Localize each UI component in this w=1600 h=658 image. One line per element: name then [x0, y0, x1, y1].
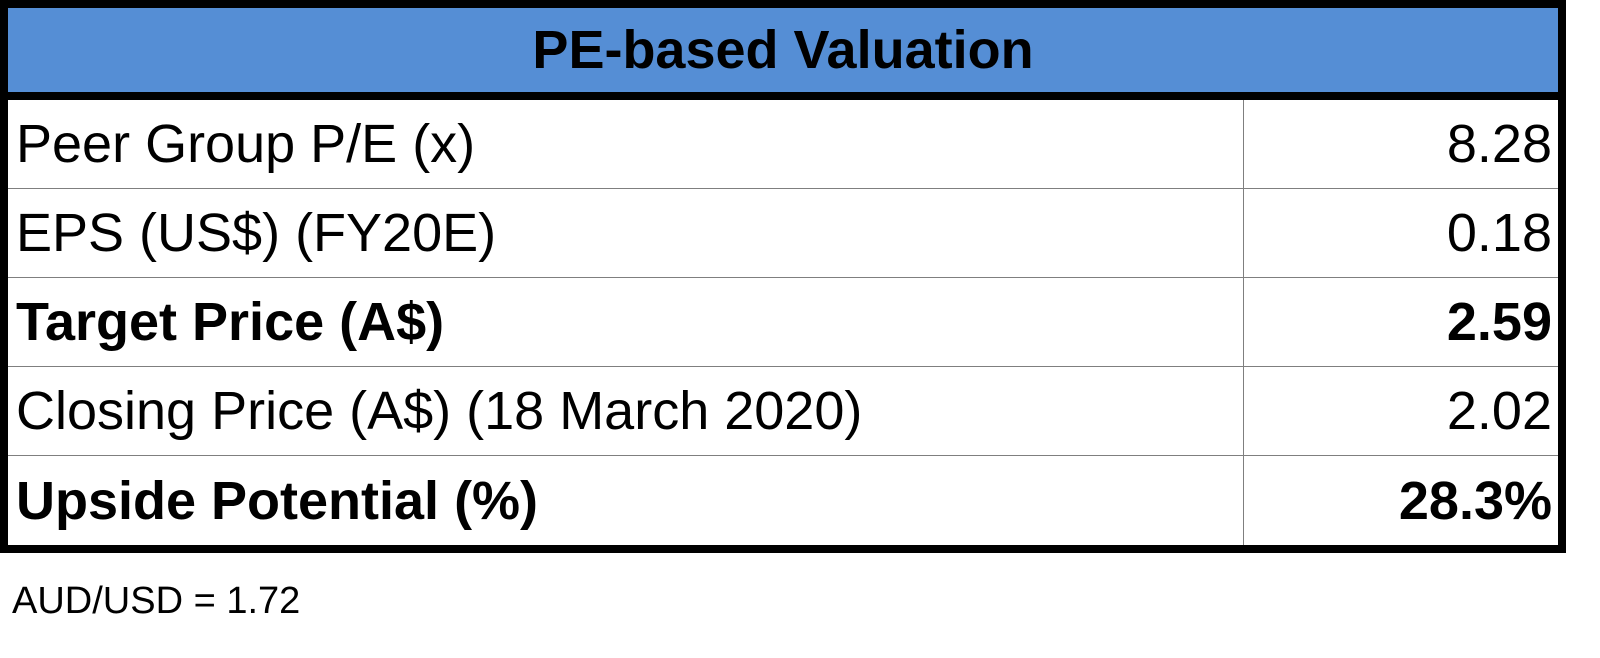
row-value: 0.18	[1446, 203, 1552, 263]
table-row: Peer Group P/E (x) 8.28	[8, 100, 1558, 189]
row-value: 28.3%	[1398, 470, 1552, 531]
row-label: Upside Potential (%)	[8, 456, 1244, 545]
table-row: Upside Potential (%) 28.3%	[8, 456, 1558, 545]
table-row: Target Price (A$) 2.59	[8, 278, 1558, 367]
footnote: AUD/USD = 1.72	[12, 580, 301, 622]
valuation-table: PE-based Valuation Peer Group P/E (x) 8.…	[0, 0, 1566, 553]
row-label: EPS (US$) (FY20E)	[8, 189, 1244, 277]
row-label: Peer Group P/E (x)	[8, 100, 1244, 188]
row-label: Closing Price (A$) (18 March 2020)	[8, 367, 1244, 455]
row-label: Target Price (A$)	[8, 278, 1244, 366]
row-value: 2.02	[1446, 381, 1552, 441]
table-row: Closing Price (A$) (18 March 2020) 2.02	[8, 367, 1558, 456]
row-value: 2.59	[1446, 292, 1552, 352]
table-title: PE-based Valuation	[8, 8, 1558, 100]
table-row: EPS (US$) (FY20E) 0.18	[8, 189, 1558, 278]
row-value: 8.28	[1446, 114, 1552, 174]
